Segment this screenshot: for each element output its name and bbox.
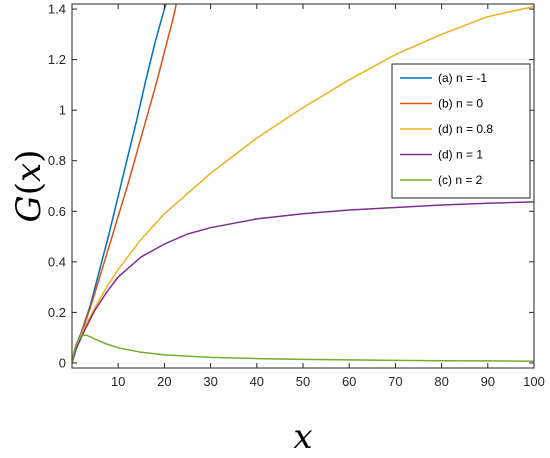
y-axis-label-close: )	[9, 150, 49, 163]
x-axis-label: x	[293, 417, 312, 457]
plot-frame	[71, 3, 535, 369]
y-tick-label: 0.8	[48, 153, 66, 168]
x-tick-label: 20	[157, 374, 171, 389]
legend-label-4: (d) n = 1	[438, 148, 483, 162]
legend-label-5: (c) n = 2	[438, 173, 483, 187]
x-axis-label-var: x	[293, 417, 312, 457]
x-tick-label: 60	[342, 374, 356, 389]
x-tick-label: 50	[296, 374, 310, 389]
x-tick-label: 10	[111, 374, 125, 389]
legend: (a) n = -1 (b) n = 0 (d) n = 0.8 (d) n = 1 (…	[391, 63, 531, 199]
y-tick-label: 0	[59, 355, 66, 370]
y-tick-label: 0.2	[48, 305, 66, 320]
y-axis-label-arg: x	[9, 163, 49, 182]
y-axis-label-func: G	[9, 195, 49, 222]
y-tick-label: 1.4	[48, 2, 66, 17]
series-line-3	[72, 5, 534, 364]
legend-box	[391, 63, 531, 199]
y-axis-label: G(x)	[9, 150, 49, 223]
legend-label-1: (a) n = -1	[438, 71, 487, 85]
series-line-2	[72, 4, 178, 364]
series-layer	[72, 4, 534, 364]
y-tick-label: 1	[59, 103, 66, 118]
legend-label-3: (d) n = 0.8	[438, 122, 493, 136]
series-line-4	[72, 201, 534, 364]
y-tick-label: 0.6	[48, 204, 66, 219]
series-line-5	[72, 334, 534, 364]
y-tick-label: 1.2	[48, 52, 66, 67]
x-tick-label: 100	[523, 374, 545, 389]
x-tick-label: 40	[250, 374, 264, 389]
x-tick-label: 90	[481, 374, 495, 389]
x-tick-label: 30	[203, 374, 217, 389]
y-axis-label-open: (	[9, 182, 49, 195]
x-tick-label: 80	[434, 374, 448, 389]
x-tick-label: 70	[388, 374, 402, 389]
legend-label-2: (b) n = 0	[438, 97, 483, 111]
y-tick-label: 0.4	[48, 254, 66, 269]
ticks-layer: 10 20 30 40 50 60 70 80 90 100 0 0.2 0.4 0.6 0.8 1 1.2 1.…	[48, 2, 545, 389]
